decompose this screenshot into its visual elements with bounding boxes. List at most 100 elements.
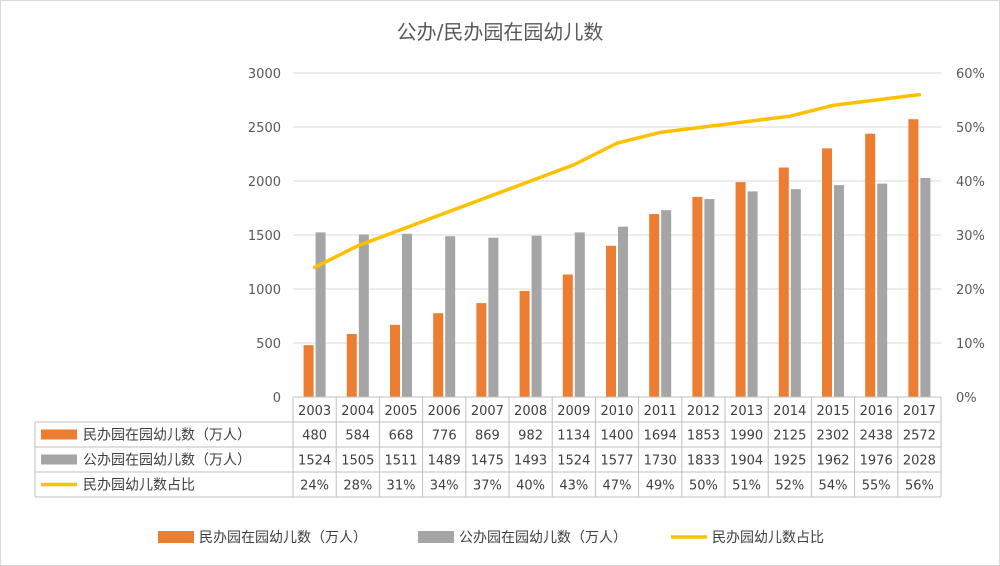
bar: [402, 233, 412, 397]
data-label: 776: [432, 429, 457, 444]
bar: [822, 148, 832, 397]
data-label: 2125: [773, 429, 806, 444]
data-label: 51%: [732, 479, 761, 494]
bar: [877, 183, 888, 397]
line-layer: [312, 92, 922, 270]
right-axis-tick-label: 50%: [956, 121, 985, 136]
bar: [778, 167, 789, 397]
data-label: 480: [302, 429, 327, 444]
category-label: 2005: [384, 404, 417, 419]
data-label: 50%: [689, 479, 718, 494]
left-axis-tick-label: 2000: [248, 175, 281, 190]
data-label: 47%: [603, 479, 632, 494]
legend-label: 公办园在园幼儿数（万人）: [459, 530, 627, 546]
data-label: 1990: [730, 429, 763, 444]
data-label: 1134: [557, 429, 590, 444]
category-label: 2014: [773, 404, 806, 419]
bar: [747, 191, 758, 397]
bar: [433, 313, 444, 397]
data-label: 49%: [646, 479, 675, 494]
left-axis-tick-label: 500: [256, 337, 281, 352]
line-point: [442, 211, 446, 215]
bar: [562, 274, 573, 397]
data-table: 2003 2004 2005 2006 2007 2008 2009 2010 2011 2012…: [34, 396, 942, 498]
legend-swatch: [41, 429, 77, 440]
data-label: 1505: [341, 454, 374, 469]
left-axis: 0 500 1000 1500 2000 2500 3000: [248, 67, 281, 406]
bar: [920, 177, 931, 397]
legend-swatch: [41, 454, 77, 465]
legend-swatch: [418, 531, 454, 543]
category-label: 2004: [341, 404, 374, 419]
left-axis-tick-label: 2500: [248, 121, 281, 136]
legend-label: 民办园在园幼儿数（万人）: [199, 530, 367, 546]
data-label: 1577: [600, 454, 633, 469]
right-axis-tick-label: 10%: [956, 337, 985, 352]
data-label: 52%: [775, 479, 804, 494]
line-point: [658, 130, 662, 134]
data-label: 584: [345, 429, 370, 444]
bar: [649, 214, 660, 397]
bar: [606, 245, 616, 397]
line-point: [788, 114, 792, 118]
data-label: 869: [475, 429, 500, 444]
data-label: 1475: [471, 454, 504, 469]
bar: [908, 119, 919, 397]
line-point: [313, 265, 317, 269]
bar: [303, 345, 314, 397]
line-point: [874, 98, 878, 102]
right-axis-tick-label: 40%: [956, 175, 985, 190]
data-label: 54%: [819, 479, 848, 494]
category-label: 2010: [600, 404, 633, 419]
line-point: [485, 195, 489, 199]
data-label: 1853: [687, 429, 720, 444]
category-label: 2007: [471, 404, 504, 419]
line-point: [745, 120, 749, 124]
category-label: 2011: [644, 404, 677, 419]
bar: [445, 236, 456, 397]
right-axis-tick-label: 20%: [956, 283, 985, 298]
data-label: 1489: [428, 454, 461, 469]
data-label: 1962: [816, 454, 849, 469]
series-name: 民办园幼儿数占比: [83, 478, 195, 494]
data-label: 1511: [384, 454, 417, 469]
right-axis-tick-label: 30%: [956, 229, 985, 244]
left-axis-tick-label: 3000: [248, 67, 281, 82]
legend-label: 民办园幼儿数占比: [712, 530, 824, 546]
bar: [834, 185, 844, 397]
data-label: 1976: [860, 454, 893, 469]
left-axis-tick-label: 1000: [248, 283, 281, 298]
category-label: 2012: [687, 404, 720, 419]
bar: [488, 237, 499, 397]
data-label: 43%: [559, 479, 588, 494]
right-axis: 0% 10% 20% 30% 40% 50% 60%: [956, 67, 985, 406]
category-label: 2016: [860, 404, 893, 419]
line-point: [399, 228, 403, 232]
data-label: 1400: [600, 429, 633, 444]
legend: 民办园在园幼儿数（万人） 公办园在园幼儿数（万人） 民办园幼儿数占比: [158, 530, 824, 546]
series-name: 民办园在园幼儿数（万人）: [83, 428, 251, 444]
category-label: 2015: [816, 404, 849, 419]
bar: [618, 226, 628, 397]
bar: [476, 303, 487, 397]
data-label: 55%: [862, 479, 891, 494]
bar: [704, 199, 715, 397]
left-axis-tick-label: 0: [273, 391, 281, 406]
bar: [358, 234, 369, 397]
category-label: 2006: [428, 404, 461, 419]
data-label: 1925: [773, 454, 806, 469]
left-axis-tick-label: 1500: [248, 229, 281, 244]
data-label: 37%: [473, 479, 502, 494]
category-label: 2003: [298, 404, 331, 419]
data-label: 2028: [903, 454, 936, 469]
bar: [692, 196, 703, 397]
data-label: 982: [518, 429, 543, 444]
right-axis-tick-label: 60%: [956, 67, 985, 82]
data-label: 40%: [516, 479, 545, 494]
data-label: 28%: [343, 479, 372, 494]
line-point: [572, 163, 576, 167]
data-label: 2302: [816, 429, 849, 444]
line-point: [356, 244, 360, 248]
line-point: [917, 93, 921, 97]
